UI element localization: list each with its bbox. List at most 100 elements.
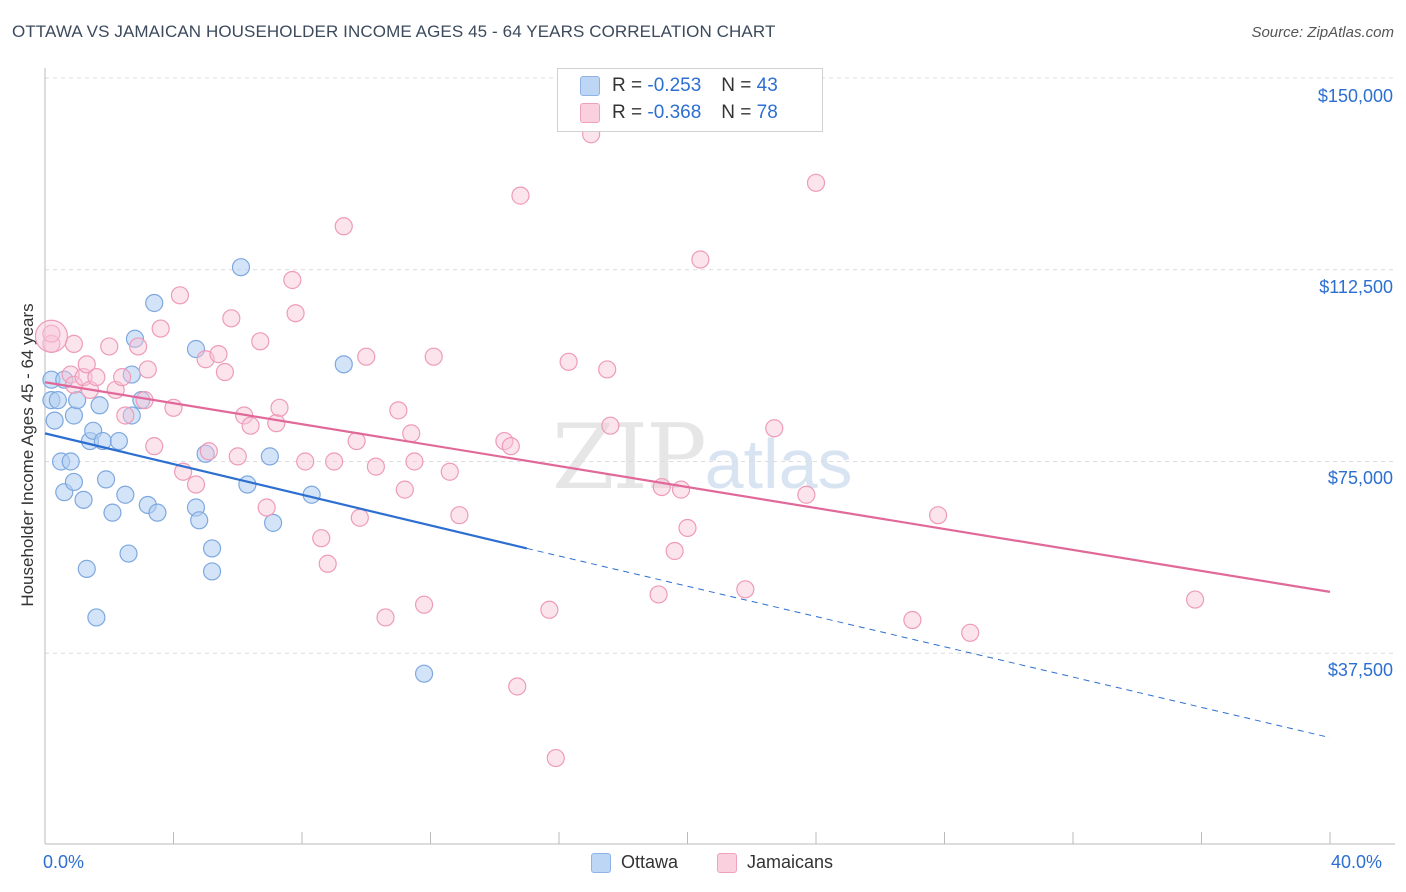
jamaican-point [42, 324, 61, 343]
jamaican-point [424, 347, 443, 366]
jamaican-point [296, 452, 315, 471]
x-tick-label-max: 40.0% [1331, 852, 1383, 872]
ottawa-point [64, 406, 84, 425]
jamaican-point [450, 506, 469, 525]
jamaican-point [357, 347, 376, 366]
jamaican-point [402, 424, 421, 443]
legend-row-jamaicans: R = -0.368 N = 78 [580, 100, 778, 126]
ottawa-point [260, 447, 279, 466]
ottawa-r-label: R = [612, 75, 643, 96]
jamaican-point [736, 580, 755, 599]
jamaican-point [511, 186, 530, 205]
ottawa-point [61, 452, 80, 471]
ottawa-point [96, 470, 116, 489]
jamaican-point [112, 368, 132, 387]
jamaican-point [241, 416, 260, 435]
jamaican-point [691, 250, 710, 269]
ottawa-point [103, 503, 122, 522]
jamaican-point [270, 398, 289, 417]
jamaican-point [286, 304, 305, 323]
y-tick-label-112500: $112,500 [1319, 277, 1393, 297]
jamaican-point [334, 217, 353, 236]
legend-item-jamaicans: Jamaicans [717, 852, 833, 873]
ottawa-n-value: 43 [756, 75, 778, 96]
jamaican-point [64, 334, 84, 353]
ottawa-r-value: -0.253 [647, 75, 702, 96]
jamaican-point [665, 541, 684, 561]
jamaican-point [350, 508, 369, 527]
jamaican-point [540, 600, 559, 619]
jamaican-point [501, 437, 520, 456]
ottawa-point [334, 355, 353, 374]
jamaican-point [222, 309, 241, 328]
ottawa-point [90, 396, 109, 415]
y-tick-label-150000: $150,000 [1317, 86, 1393, 106]
jamaican-point [559, 352, 578, 371]
jamaicans-r-value: -0.368 [647, 102, 702, 123]
jamaican-point [283, 270, 302, 290]
ottawa-point [238, 475, 257, 494]
jamaican-point [257, 498, 276, 517]
jamaican-point [649, 585, 668, 604]
jamaican-point [546, 748, 565, 768]
jamaican-point [678, 518, 697, 538]
source-credit: Source: ZipAtlas.com [1251, 24, 1394, 41]
jamaican-point [116, 406, 135, 425]
jamaican-point [267, 414, 286, 433]
jamaicans-trendline [44, 381, 1331, 593]
jamaican-point [77, 355, 96, 374]
ottawa-point [231, 258, 251, 277]
ottawa-point [122, 406, 141, 425]
jamaican-point [186, 475, 206, 494]
jamaican-point [209, 345, 228, 364]
jamaican-point [138, 360, 157, 379]
jamaican-point [928, 506, 948, 525]
ottawa-point [190, 511, 209, 530]
ottawa-point [263, 513, 283, 532]
ottawa-point [202, 562, 222, 581]
ottawa-point [414, 664, 434, 683]
ottawa-trendline [44, 432, 528, 550]
stats-legend: R = -0.253 N = 43 R = -0.368 N = 78 [557, 68, 823, 132]
jamaican-point [228, 447, 247, 466]
jamaican-point [961, 623, 980, 642]
ottawa-point [202, 539, 222, 558]
x-tick-label-min: 0.0% [43, 852, 85, 872]
jamaican-point [170, 286, 190, 305]
jamaicans-n-value: 78 [756, 102, 778, 123]
ottawa-legend-swatch [591, 852, 611, 873]
jamaican-point [797, 485, 816, 504]
jamaican-point [389, 401, 408, 420]
jamaican-point [325, 452, 344, 471]
jamaican-point [366, 457, 385, 476]
jamaican-point [100, 337, 119, 356]
jamaicans-n-label: N = [721, 102, 752, 123]
ottawa-point [48, 391, 67, 410]
ottawa-point [145, 293, 164, 313]
ottawa-point [87, 608, 106, 627]
jamaican-point [598, 360, 617, 379]
chart-title: OTTAWA VS JAMAICAN HOUSEHOLDER INCOME AG… [12, 22, 776, 41]
jamaican-point [129, 337, 148, 356]
ottawa-swatch [580, 76, 600, 96]
jamaican-point [405, 452, 424, 471]
ottawa-point [148, 503, 167, 522]
ottawa-point [77, 559, 96, 578]
jamaicans-swatch [580, 103, 600, 123]
jamaican-point [671, 480, 691, 499]
y-tick-label-37500: $37,500 [1327, 660, 1393, 680]
ottawa-trendline-extension [526, 547, 1331, 739]
ottawa-point [74, 490, 93, 509]
jamaican-point [395, 480, 414, 499]
jamaican-point [87, 368, 106, 387]
jamaican-point [903, 610, 922, 630]
jamaican-point [440, 462, 459, 481]
jamaican-point [508, 677, 527, 696]
jamaican-point [251, 332, 270, 351]
ottawa-point [119, 544, 138, 563]
watermark-zip: ZIP [552, 405, 707, 510]
ottawa-point [64, 472, 84, 492]
watermark-atlas: atlas [704, 425, 853, 503]
jamaicans-legend-label: Jamaicans [747, 852, 834, 872]
jamaican-point [1185, 590, 1205, 609]
